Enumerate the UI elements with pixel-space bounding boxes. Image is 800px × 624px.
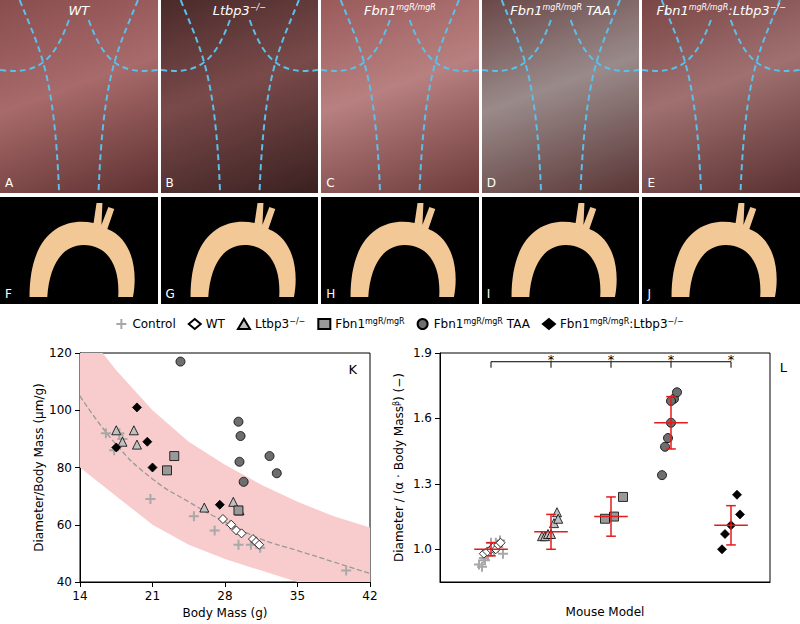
svg-text:1.9: 1.9 — [413, 346, 432, 360]
html-text:B: B — [165, 176, 174, 190]
svg-text:Fbn1: Fbn1 — [434, 317, 464, 331]
html-text:I: I — [486, 287, 491, 301]
svg-text:mgR/mgR: mgR/mgR — [590, 317, 630, 326]
html-text:F: F — [5, 287, 12, 301]
svg-text:Diameter / (α · Body Mass: Diameter / (α · Body Mass — [392, 406, 406, 562]
html-text:E: E — [647, 176, 655, 190]
svg-text:1.3: 1.3 — [413, 477, 432, 491]
html-text:C: C — [326, 176, 335, 190]
html-text:Fbn1mgR/mgR: Fbn1mgR/mgR — [364, 3, 436, 19]
svg-text:β: β — [391, 400, 401, 406]
svg-text:35: 35 — [290, 589, 305, 603]
svg-text:*: * — [608, 352, 615, 367]
svg-text:Ltbp3: Ltbp3 — [255, 317, 289, 331]
html-text:Fbn1mgR/mgR:Ltbp3−/−: Fbn1mgR/mgR:Ltbp3−/− — [656, 3, 786, 19]
svg-text:*: * — [548, 352, 555, 367]
svg-text:28: 28 — [217, 589, 232, 603]
svg-text:14: 14 — [72, 589, 87, 603]
html-text:H: H — [326, 287, 336, 301]
svg-text:Diameter/Body Mass (μm/g): Diameter/Body Mass (μm/g) — [32, 383, 46, 552]
svg-text:1.0: 1.0 — [413, 542, 432, 556]
svg-text:1.6: 1.6 — [413, 411, 432, 425]
svg-text:TAA: TAA — [503, 317, 531, 331]
html-text:Ltbp3−/−: Ltbp3−/− — [212, 3, 266, 19]
svg-text:mgR/mgR: mgR/mgR — [463, 317, 503, 326]
svg-text:80: 80 — [57, 461, 72, 475]
svg-text:60: 60 — [57, 518, 72, 532]
html-text:D: D — [486, 176, 496, 190]
svg-text:−/−: −/− — [289, 317, 305, 326]
html-text:A: A — [5, 176, 14, 190]
svg-text:Fbn1: Fbn1 — [335, 317, 365, 331]
svg-text:100: 100 — [49, 403, 72, 417]
svg-text:42: 42 — [362, 589, 377, 603]
svg-text:21: 21 — [145, 589, 160, 603]
svg-text:L: L — [780, 360, 788, 375]
svg-text:WT: WT — [206, 317, 226, 331]
svg-text:120: 120 — [49, 346, 72, 360]
html-text:G: G — [165, 287, 175, 301]
svg-text:) (−): ) (−) — [392, 373, 406, 401]
svg-text:*: * — [668, 352, 675, 367]
svg-text:Body Mass (g): Body Mass (g) — [182, 606, 267, 620]
svg-text:−/−: −/− — [668, 317, 684, 326]
svg-text:Control: Control — [132, 317, 175, 331]
svg-text:40: 40 — [57, 575, 72, 589]
svg-text:K: K — [348, 362, 357, 377]
html-text:J: J — [647, 287, 651, 301]
html-text:WT: WT — [68, 3, 90, 18]
svg-text:*: * — [728, 352, 735, 367]
svg-text::Ltbp3: :Ltbp3 — [629, 317, 667, 331]
svg-text:Fbn1: Fbn1 — [560, 317, 590, 331]
html-text:Fbn1mgR/mgRTAA: Fbn1mgR/mgRTAA — [510, 3, 611, 19]
svg-text:Mouse Model: Mouse Model — [566, 605, 645, 619]
svg-text:mgR/mgR: mgR/mgR — [365, 317, 405, 326]
